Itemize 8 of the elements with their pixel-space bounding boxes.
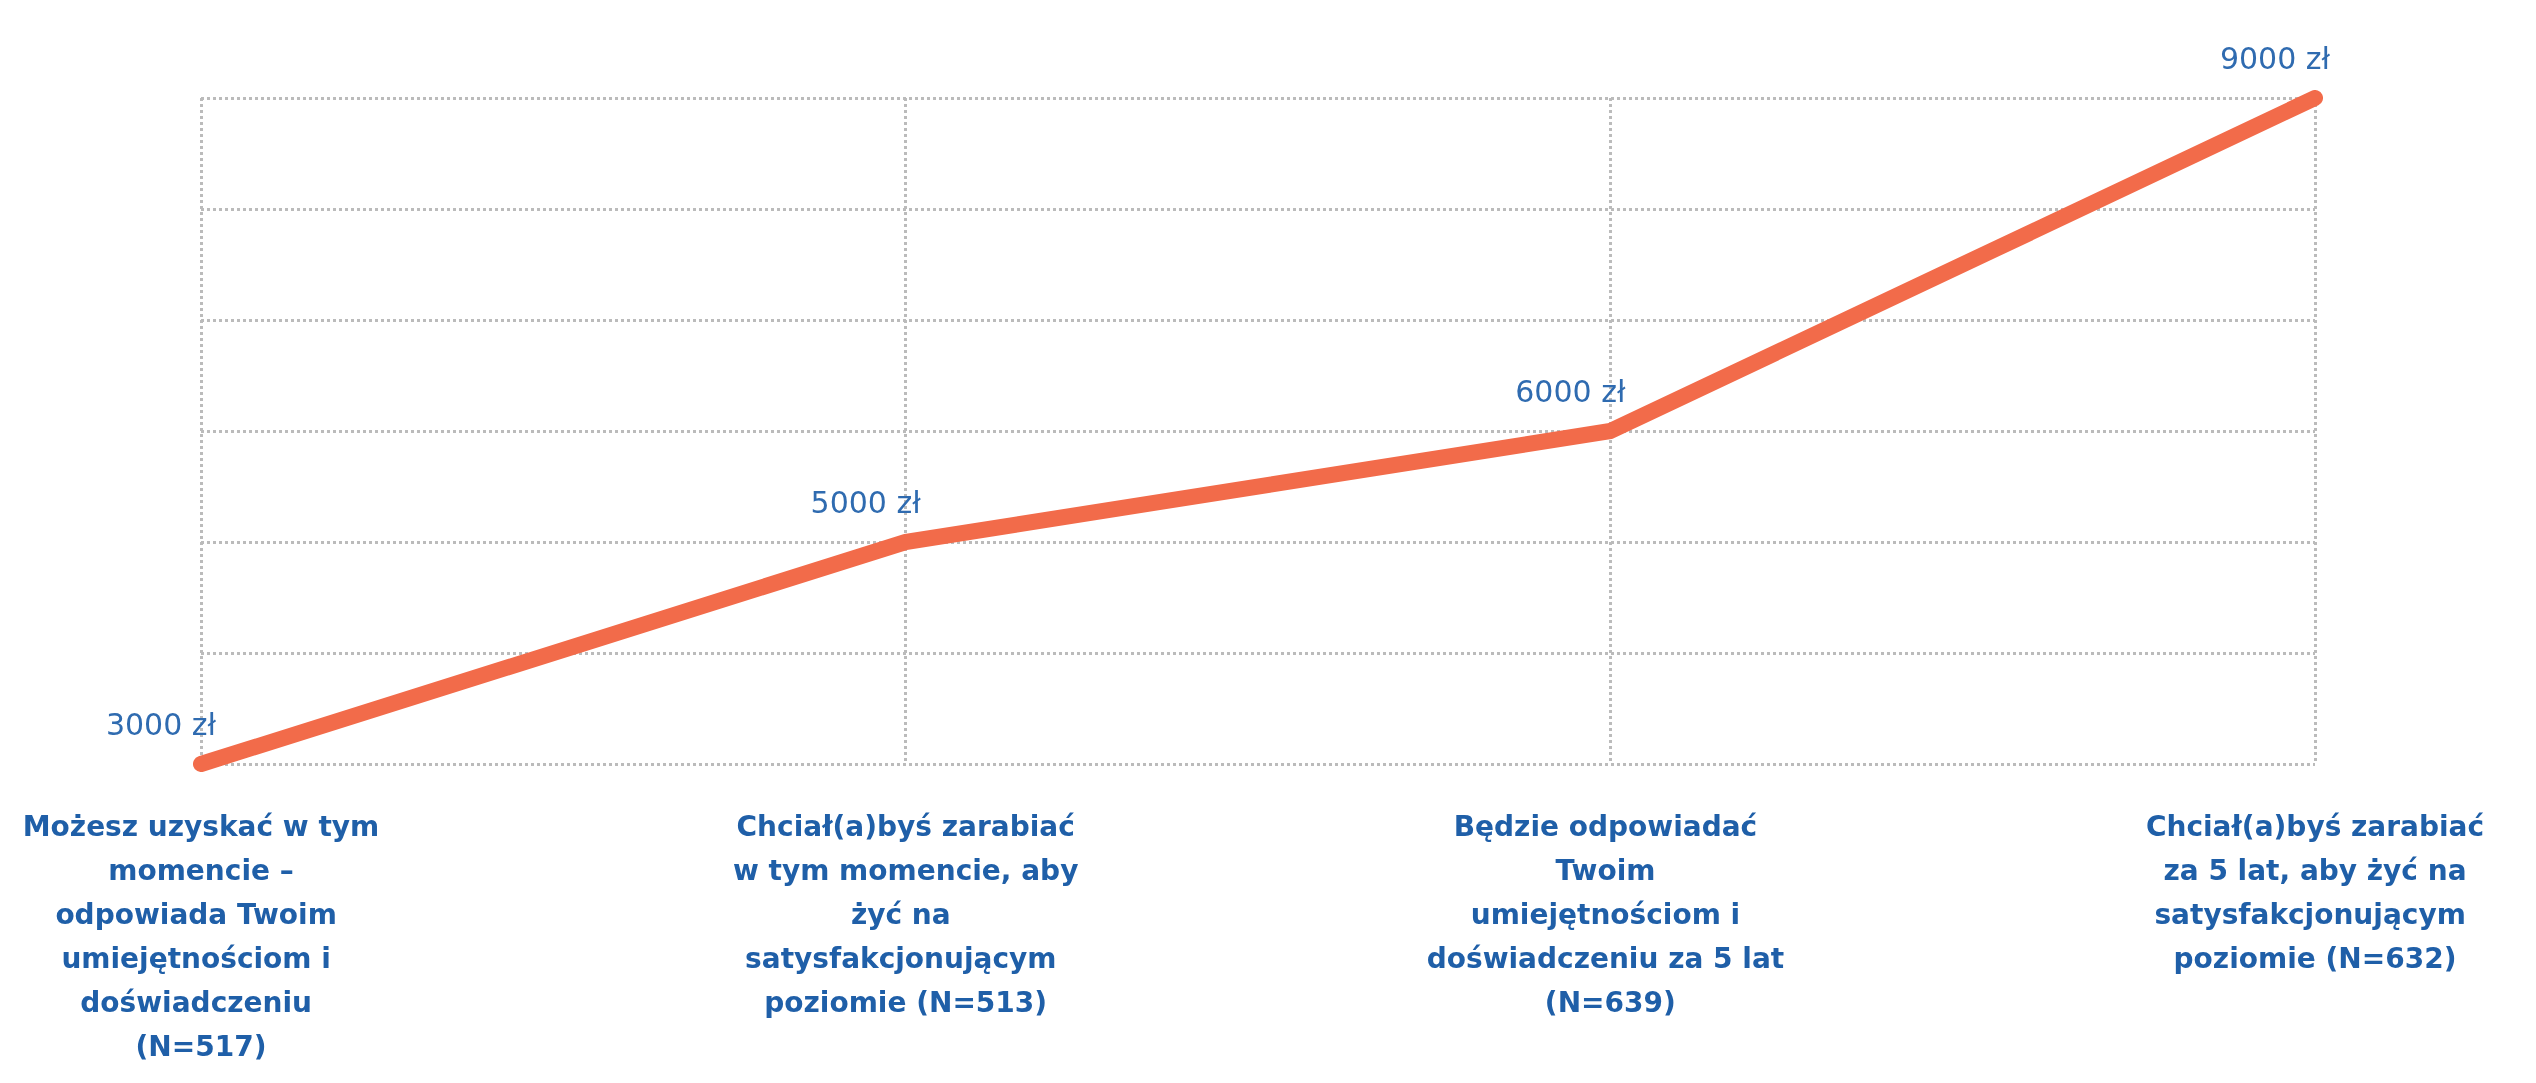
data-label: 3000 zł [105, 706, 217, 742]
x-tick-label: Chciał(a)byś zarabiać za 5 lat, aby żyć na satysfakcjonującym poziomie (N=632) [2145, 809, 2485, 975]
x-tick-label: Będzie odpowiadać Twoim umiejętnościom i doświadczeniu za 5 lat (N=639) [1426, 809, 1794, 1019]
data-label: 6000 zł [1515, 373, 1626, 409]
x-tick-label: Chciał(a)byś zarabiać w tym momencie, aby żyć na satysfakcjonującym poziomie (N=513) [723, 809, 1089, 1019]
data-label: 9000 zł [2219, 40, 2331, 76]
data-label: 5000 zł [810, 484, 922, 520]
x-tick-label: Możesz uzyskać w tym momencie – odpowiada Twoim umiejętnościom i doświadczeniu (N=517) [22, 809, 380, 1063]
